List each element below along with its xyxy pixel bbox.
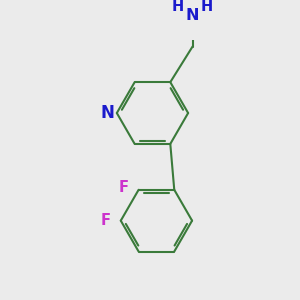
Text: F: F (101, 213, 111, 228)
Text: N: N (186, 8, 199, 23)
Text: F: F (119, 180, 129, 195)
Text: H: H (200, 0, 213, 14)
Text: N: N (101, 104, 115, 122)
Text: H: H (172, 0, 184, 14)
